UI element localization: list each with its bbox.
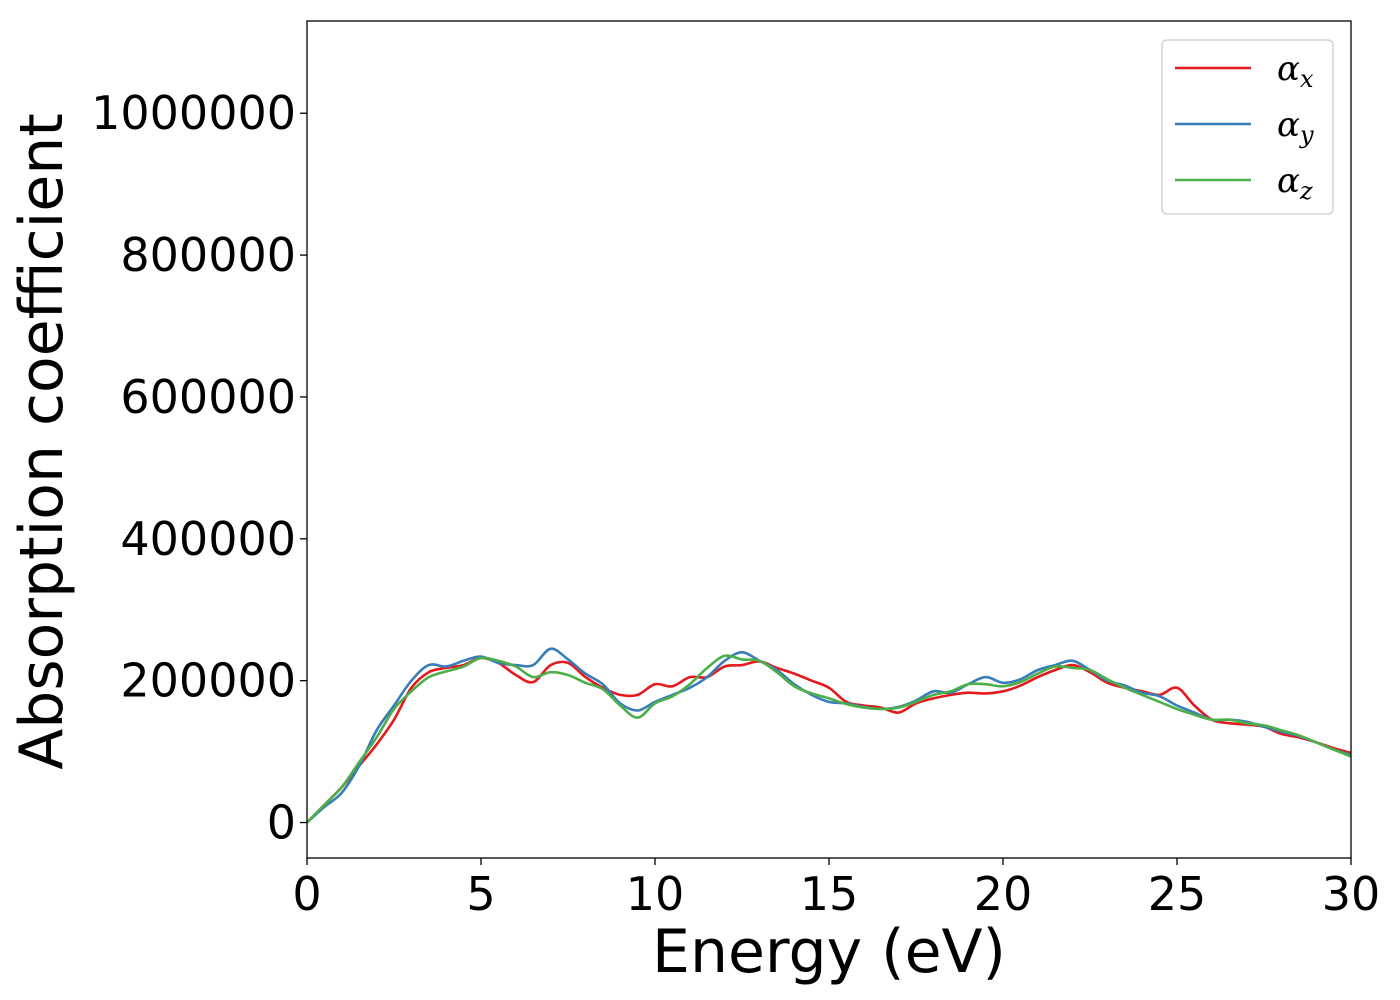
- x-tick-label: 20: [974, 867, 1033, 921]
- series-layer: [306, 647, 1352, 824]
- legend-box: [1161, 39, 1334, 215]
- x-tick-label: 5: [466, 867, 495, 921]
- y-axis-label: Absorption coefficient: [7, 113, 77, 770]
- x-tick-label: 25: [1148, 867, 1207, 921]
- series-line-z: [306, 654, 1352, 824]
- y-tick-label: 1000000: [91, 86, 296, 140]
- y-tick-label: 0: [267, 796, 296, 850]
- y-tick-label: 800000: [120, 228, 296, 282]
- series-line-y: [306, 647, 1352, 824]
- y-axis-ticks: 0 200000 400000 600000 800000 1000000: [91, 86, 307, 850]
- x-axis-ticks: 0 5 10 15 20 25 30: [292, 858, 1380, 921]
- x-axis-label: Energy (eV): [652, 917, 1006, 987]
- x-tick-label: 15: [800, 867, 859, 921]
- x-tick-label: 0: [292, 867, 321, 921]
- series-line-x: [306, 656, 1352, 824]
- legend-entry-z: αz: [1277, 161, 1313, 205]
- y-tick-label: 400000: [120, 512, 296, 566]
- x-tick-label: 10: [626, 867, 685, 921]
- y-tick-label: 200000: [120, 654, 296, 708]
- x-tick-label: 30: [1322, 867, 1381, 921]
- y-tick-label: 600000: [120, 370, 296, 424]
